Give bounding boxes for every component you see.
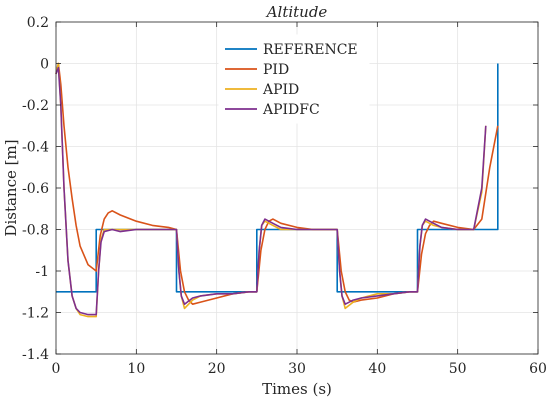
legend-label: REFERENCE [263,42,358,58]
x-axis-label: Times (s) [262,380,332,398]
x-tick-label: 10 [127,361,145,377]
y-tick-label: 0.2 [27,15,49,31]
legend-label: APIDFC [262,102,320,118]
axis-ticks: 0 10 20 30 40 50 60 0.2 0 -0.2 -0.4 -0.6 -0.8 -1 -1.2 -… [22,15,547,377]
x-tick-label: 50 [449,361,467,377]
legend: REFERENCE PID APID APIDFC [218,34,370,124]
x-tick-label: 30 [288,361,306,377]
chart-title: Altitude [265,3,328,21]
y-tick-label: -0.4 [22,140,49,156]
x-tick-label: 0 [52,361,61,377]
series-line-pid [55,62,499,306]
y-tick-label: -0.8 [22,223,49,239]
series-line-apidfc [55,66,487,316]
series-line-reference [56,63,499,293]
y-tick-label: -0.2 [22,98,49,114]
x-tick-label: 60 [529,361,547,377]
y-tick-label: -0.6 [22,181,49,197]
y-tick-label: 0 [40,57,49,73]
series-lines [55,62,499,318]
y-tick-label: -1 [35,264,49,280]
y-tick-label: -1.2 [22,306,49,322]
y-axis-label: Distance [m] [2,139,20,236]
x-tick-label: 40 [368,361,386,377]
legend-label: APID [262,82,299,98]
legend-label: PID [263,62,289,78]
y-tick-label: -1.4 [22,347,49,363]
x-tick-label: 20 [208,361,226,377]
